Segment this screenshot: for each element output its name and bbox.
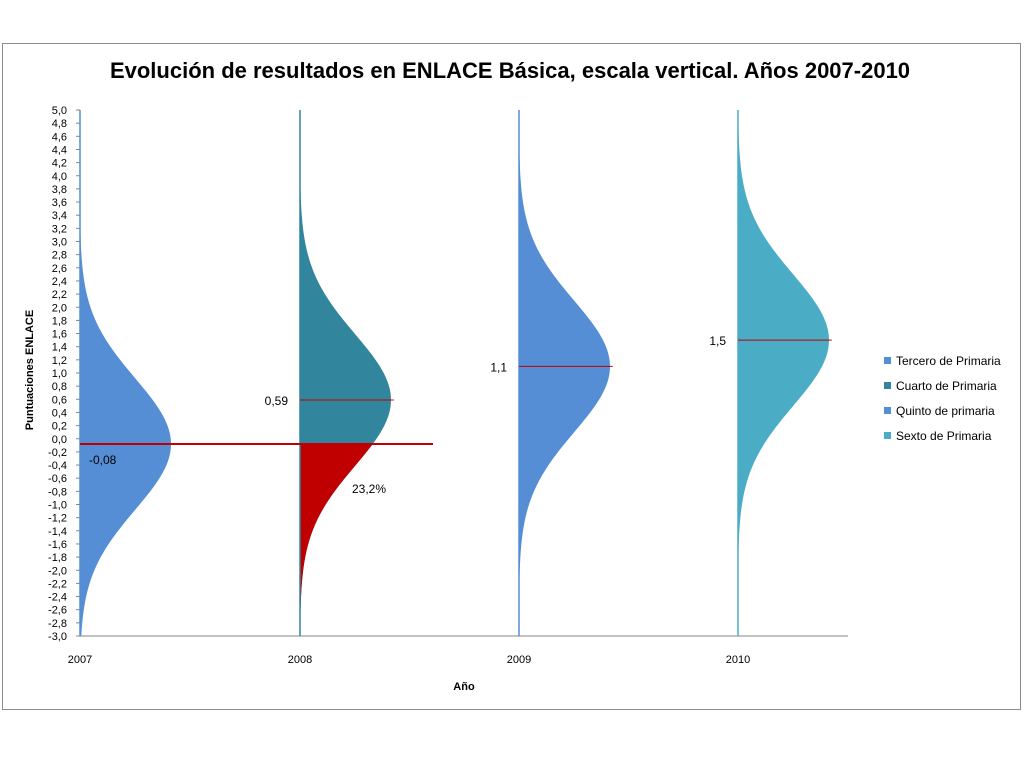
legend-label: Tercero de Primaria xyxy=(896,354,1001,368)
y-tick-label: -2,4 xyxy=(48,592,67,604)
y-tick-label: 2,8 xyxy=(52,250,67,262)
y-tick-label: 4,2 xyxy=(52,158,67,170)
mean-label-2007: -0,08 xyxy=(89,453,117,467)
y-tick-label: -1,6 xyxy=(48,539,67,551)
y-tick-label: 4,4 xyxy=(52,144,67,156)
y-tick-label: 4,6 xyxy=(52,131,67,143)
y-tick-label: -0,2 xyxy=(48,447,67,459)
shaded-tail-2008 xyxy=(300,444,373,636)
y-tick-label: -1,4 xyxy=(48,526,67,538)
legend-swatch xyxy=(884,407,891,414)
y-tick-label: 1,4 xyxy=(52,342,67,354)
y-tick-label: -3,0 xyxy=(48,631,67,643)
y-tick-label: 3,0 xyxy=(52,237,67,249)
mean-label-2009: 1,1 xyxy=(490,360,507,374)
x-tick-label: 2009 xyxy=(507,654,531,666)
y-tick-label: 2,2 xyxy=(52,289,67,301)
y-tick-label: 0,0 xyxy=(52,434,67,446)
y-tick-label: 3,6 xyxy=(52,197,67,209)
y-tick-label: 2,4 xyxy=(52,276,67,288)
y-tick-label: 2,6 xyxy=(52,263,67,275)
y-tick-label: -1,2 xyxy=(48,513,67,525)
y-tick-label: -0,4 xyxy=(48,460,67,472)
mean-label-2008: 0,59 xyxy=(265,394,289,408)
distribution-2007 xyxy=(80,207,171,636)
y-tick-label: 1,8 xyxy=(52,315,67,327)
x-axis-title: Año xyxy=(453,681,475,693)
y-tick-label: 3,8 xyxy=(52,184,67,196)
x-tick-label: 2010 xyxy=(726,654,750,666)
y-tick-label: 1,2 xyxy=(52,355,67,367)
y-tick-label: 0,8 xyxy=(52,381,67,393)
chart-title: Evolución de resultados en ENLACE Básica… xyxy=(110,58,910,83)
y-tick-label: -1,0 xyxy=(48,500,67,512)
mean-label-2010: 1,5 xyxy=(709,334,726,348)
shaded-percent-label: 23,2% xyxy=(352,482,386,496)
y-tick-label: -1,8 xyxy=(48,552,67,564)
y-tick-label: 0,4 xyxy=(52,407,67,419)
y-tick-label: -0,8 xyxy=(48,486,67,498)
legend-label: Sexto de Primaria xyxy=(896,429,992,443)
y-tick-label: 3,2 xyxy=(52,223,67,235)
y-tick-label: 2,0 xyxy=(52,302,67,314)
x-tick-label: 2008 xyxy=(288,654,312,666)
x-tick-label: 2007 xyxy=(68,654,92,666)
y-tick-label: -0,6 xyxy=(48,473,67,485)
y-tick-label: 5,0 xyxy=(52,105,67,117)
y-tick-label: -2,0 xyxy=(48,565,67,577)
chart-frame xyxy=(2,43,1021,710)
legend-swatch xyxy=(884,357,891,364)
y-tick-label: 3,4 xyxy=(52,210,67,222)
legend-swatch xyxy=(884,382,891,389)
y-tick-label: -2,2 xyxy=(48,578,67,590)
y-tick-label: -2,8 xyxy=(48,618,67,630)
y-tick-label: 4,8 xyxy=(52,118,67,130)
legend-label: Quinto de primaria xyxy=(896,404,995,418)
y-tick-label: 1,0 xyxy=(52,368,67,380)
legend-swatch xyxy=(884,432,891,439)
y-tick-label: 0,6 xyxy=(52,394,67,406)
y-tick-label: 0,2 xyxy=(52,421,67,433)
y-tick-label: 1,6 xyxy=(52,329,67,341)
y-axis-title: Puntuaciones ENLACE xyxy=(24,310,36,430)
legend-label: Cuarto de Primaria xyxy=(896,379,997,393)
y-tick-label: -2,6 xyxy=(48,605,67,617)
y-tick-label: 4,0 xyxy=(52,171,67,183)
distribution-2010 xyxy=(738,110,829,577)
